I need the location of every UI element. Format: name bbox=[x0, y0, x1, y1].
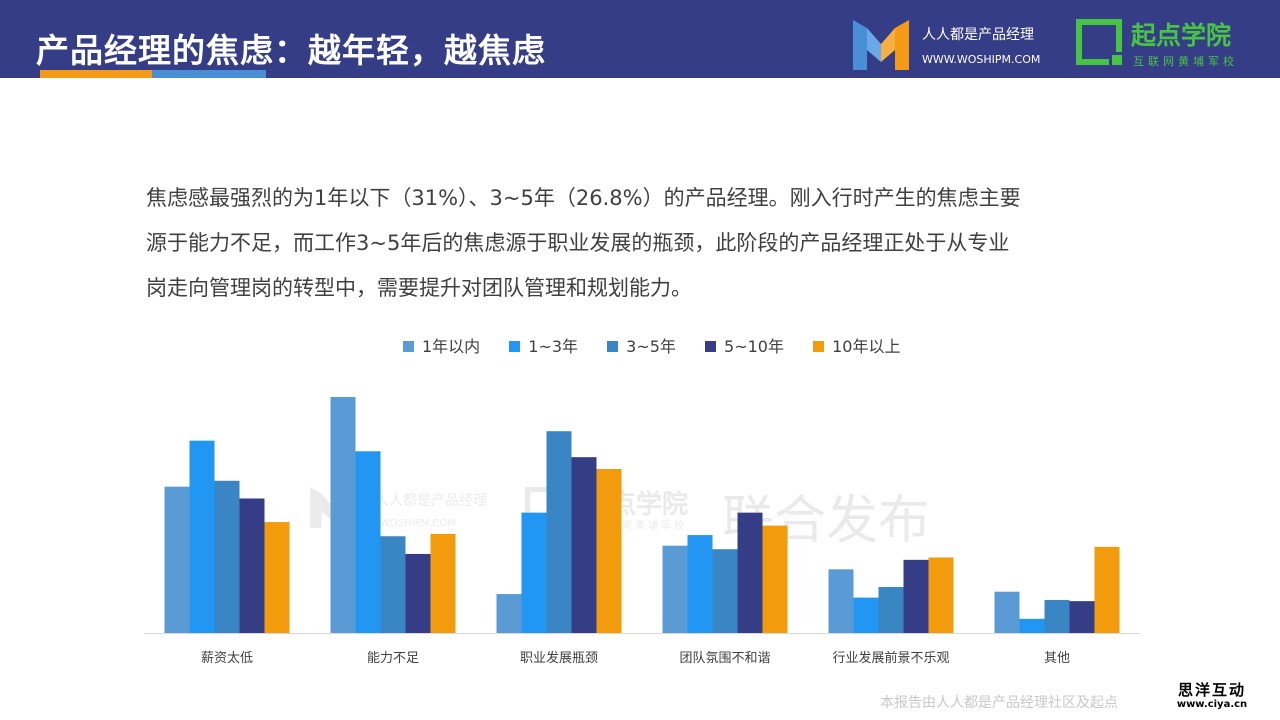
page-title: 产品经理的焦虑：越年轻，越焦虑 bbox=[36, 31, 546, 70]
legend-swatch bbox=[607, 341, 619, 352]
legend-item: 1年以内 bbox=[403, 333, 480, 357]
summary-paragraph: 焦虑感最强烈的为1年以下（31%）、3~5年（26.8%）的产品经理。刚入行时产… bbox=[146, 176, 1146, 311]
bar-2-0 bbox=[496, 594, 522, 633]
category-label: 薪资太低 bbox=[201, 651, 253, 666]
woshipm-logo-icon bbox=[853, 16, 909, 74]
legend-swatch bbox=[509, 341, 521, 352]
header-bar bbox=[0, 0, 1280, 78]
woshipm-brand-name: 人人都是产品经理 bbox=[922, 27, 1034, 43]
stamp-url: www.ciya.cn bbox=[1176, 699, 1248, 710]
bar-3-4 bbox=[762, 525, 788, 633]
legend-swatch bbox=[813, 341, 825, 352]
bar-0-3 bbox=[239, 498, 265, 633]
qidian-slogan: 互联网黄埔军校 bbox=[1133, 55, 1238, 68]
bar-1-0 bbox=[330, 397, 356, 633]
bar-0-1 bbox=[189, 440, 215, 633]
bar-2-4 bbox=[596, 468, 622, 633]
bar-4-3 bbox=[903, 559, 929, 633]
category-label: 团队氛围不和谐 bbox=[679, 651, 770, 666]
bar-3-3 bbox=[737, 512, 763, 633]
category-label: 其他 bbox=[1044, 651, 1070, 666]
bar-1-4 bbox=[430, 533, 456, 633]
bar-5-3 bbox=[1069, 601, 1095, 633]
bar-2-3 bbox=[571, 457, 597, 633]
bar-0-4 bbox=[264, 522, 290, 633]
bar-0-2 bbox=[214, 480, 240, 633]
bar-3-2 bbox=[712, 549, 738, 633]
legend-item: 3~5年 bbox=[607, 333, 676, 357]
legend-swatch bbox=[705, 341, 717, 352]
bar-4-1 bbox=[853, 597, 879, 633]
category-label: 行业发展前景不乐观 bbox=[832, 650, 949, 666]
bar-5-4 bbox=[1094, 546, 1120, 633]
category-label: 职业发展瓶颈 bbox=[520, 650, 598, 666]
bar-2-2 bbox=[546, 431, 572, 633]
stamp-name: 思洋互动 bbox=[1177, 681, 1246, 699]
title-underline-orange bbox=[40, 70, 152, 78]
legend-label: 1~3年 bbox=[528, 337, 579, 356]
category-label: 能力不足 bbox=[367, 651, 419, 666]
legend-swatch bbox=[403, 341, 414, 352]
qidian-brand-name: 起点学院 bbox=[1131, 21, 1232, 50]
legend-label: 3~5年 bbox=[626, 337, 676, 356]
woshipm-url: WWW.WOSHIPM.COM bbox=[922, 53, 1041, 66]
bar-4-0 bbox=[828, 569, 854, 633]
bar-4-4 bbox=[928, 557, 954, 633]
watermark-logo2-sub: 网黄埔军校 bbox=[622, 521, 687, 532]
summary-line: 焦虑感最强烈的为1年以下（31%）、3~5年（26.8%）的产品经理。刚入行时产… bbox=[146, 186, 1021, 210]
bar-5-2 bbox=[1044, 599, 1070, 633]
ciya-stamp: 思洋互动 www.ciya.cn bbox=[1160, 682, 1264, 712]
bar-4-2 bbox=[878, 586, 904, 633]
legend-label: 10年以上 bbox=[832, 337, 901, 356]
bar-3-0 bbox=[662, 545, 688, 633]
bar-0-0 bbox=[164, 486, 190, 633]
bar-5-1 bbox=[1019, 618, 1045, 633]
summary-line: 岗走向管理岗的转型中，需要提升对团队管理和规划能力。 bbox=[146, 276, 692, 300]
bar-2-1 bbox=[521, 512, 547, 633]
watermark-logo1-url: WOSHIPM.COM bbox=[380, 518, 456, 529]
legend-label: 1年以内 bbox=[422, 337, 481, 356]
legend-label: 5~10年 bbox=[724, 337, 784, 356]
qidian-logo-icon bbox=[1076, 19, 1126, 73]
watermark-logo1-name: 人人都是产品经理 bbox=[375, 493, 487, 509]
watermark-logo2-name: 点学院 bbox=[610, 490, 689, 520]
bar-1-3 bbox=[405, 553, 431, 633]
bar-3-1 bbox=[687, 535, 713, 633]
footer-note: 本报告由人人都是产品经理社区及起点 bbox=[880, 695, 1118, 711]
bar-1-1 bbox=[355, 451, 381, 633]
title-underline-blue bbox=[152, 70, 266, 78]
bar-5-0 bbox=[994, 591, 1020, 633]
chart-legend: 1年以内 1~3年 3~5年 5~10年 10年以上 bbox=[403, 333, 924, 357]
legend-item: 1~3年 bbox=[509, 333, 578, 357]
legend-item: 5~10年 bbox=[705, 333, 784, 357]
bar-1-2 bbox=[380, 536, 406, 633]
summary-line: 源于能力不足，而工作3~5年后的焦虑源于职业发展的瓶颈，此阶段的产品经理正处于从… bbox=[146, 231, 1010, 255]
legend-item: 10年以上 bbox=[813, 333, 900, 357]
